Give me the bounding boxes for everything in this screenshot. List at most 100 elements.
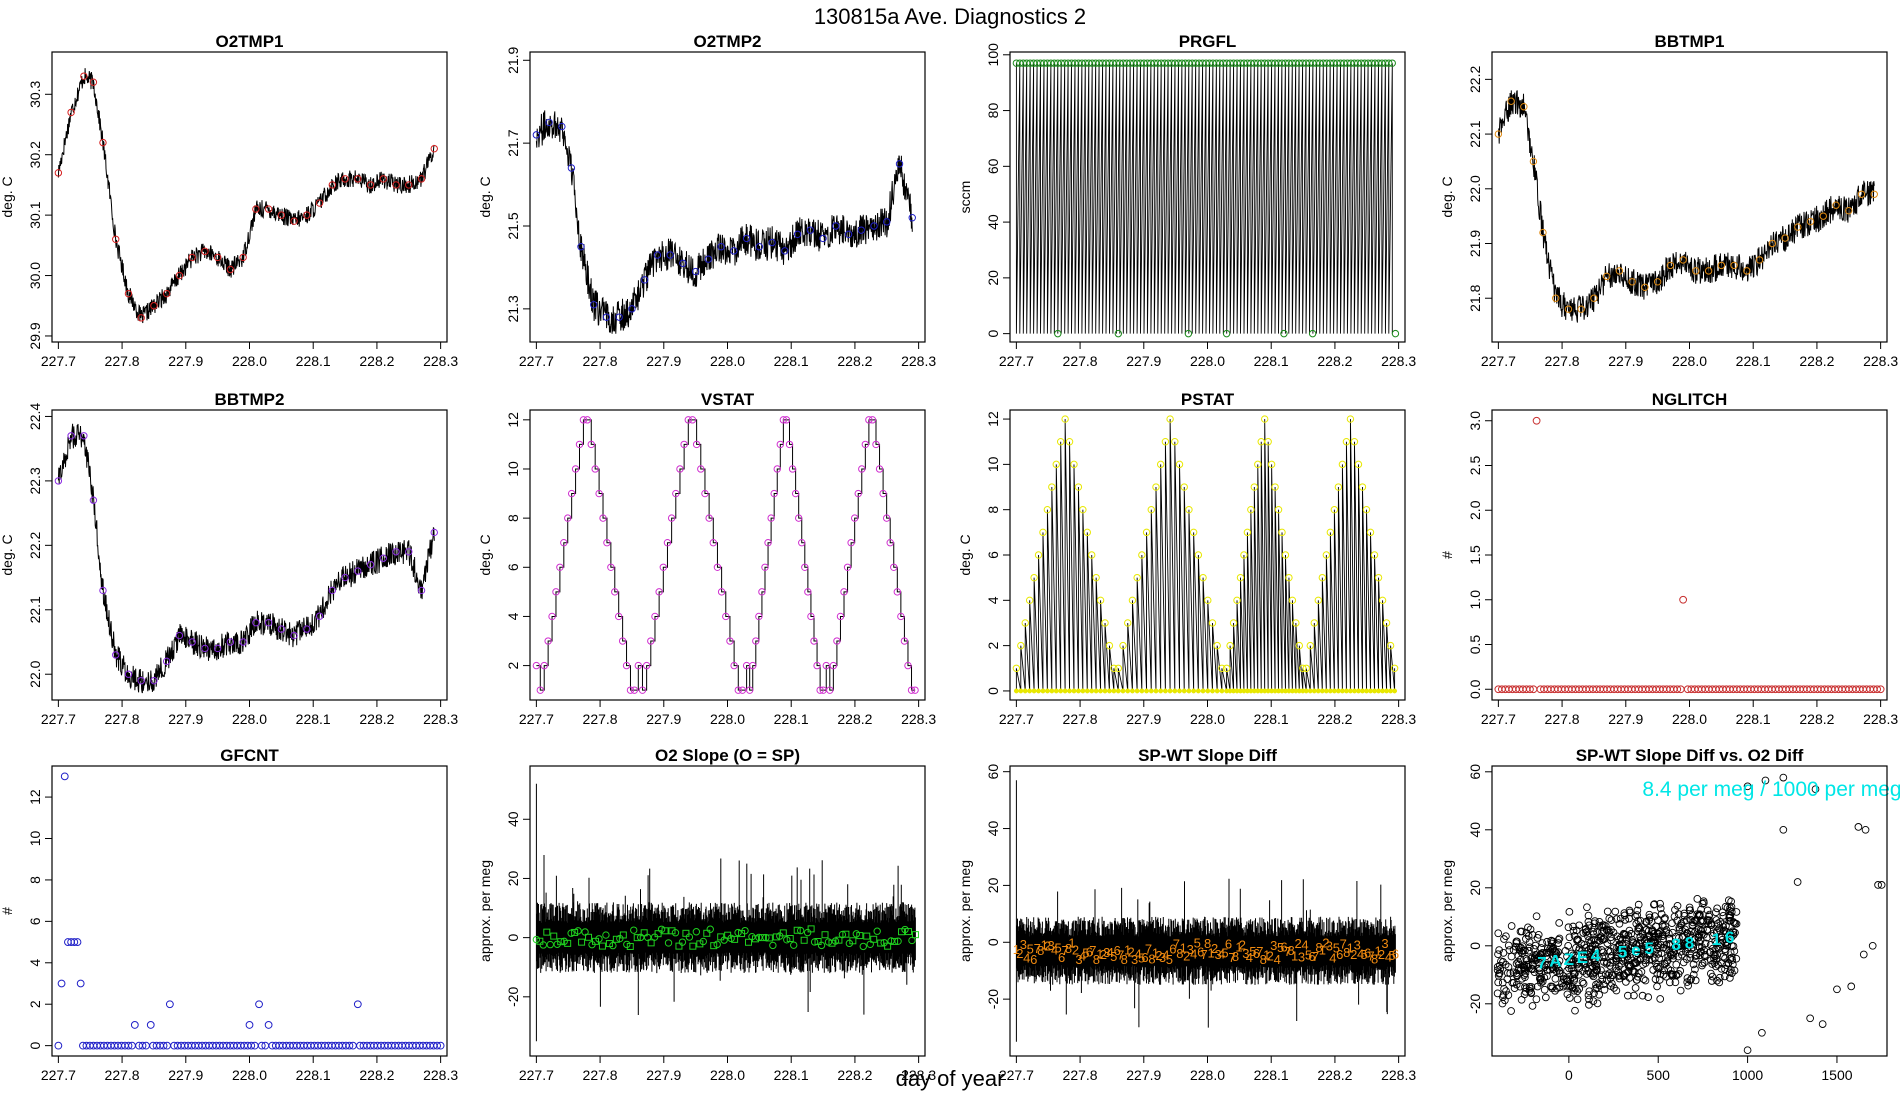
data-point	[1533, 934, 1542, 942]
data-point	[1532, 416, 1541, 425]
data-point	[57, 979, 66, 988]
data-point	[1510, 984, 1519, 992]
data-point	[661, 927, 669, 935]
plot-frame	[1009, 51, 1406, 343]
data-point	[1514, 958, 1523, 966]
data-point	[1659, 934, 1668, 943]
data-point	[1285, 573, 1293, 582]
data-point	[1691, 955, 1700, 963]
data-point	[571, 465, 580, 473]
x-tick-label: 227.8	[583, 1067, 618, 1083]
data-point	[1641, 976, 1650, 985]
data-point	[1715, 944, 1723, 953]
y-tick-label: 22.1	[1467, 120, 1483, 147]
data-point	[1021, 619, 1029, 627]
data-point: 8	[1204, 936, 1211, 951]
data-trace	[57, 423, 435, 694]
data-point	[1502, 987, 1510, 995]
data-point	[785, 440, 794, 449]
data-point: 5	[1388, 948, 1395, 963]
data-point	[379, 175, 387, 183]
data-point	[550, 932, 558, 940]
data-point	[290, 631, 298, 640]
x-tick-label: 228.1	[774, 353, 809, 369]
data-point	[532, 661, 541, 670]
data-point: 2	[1239, 937, 1246, 952]
data-point: 2	[1350, 947, 1357, 962]
data-point	[791, 489, 800, 498]
data-point	[1581, 959, 1590, 968]
data-point	[252, 618, 260, 627]
x-tick-label: 228.2	[359, 353, 394, 369]
y-tick-label: 6	[505, 563, 521, 571]
data-point: 4	[1218, 946, 1225, 961]
data-point	[556, 563, 564, 571]
data-point	[1689, 960, 1698, 969]
data-point	[801, 563, 809, 571]
data-point	[602, 931, 610, 939]
data-point	[1636, 932, 1645, 941]
data-point: 3	[1020, 937, 1027, 952]
data-point	[1499, 958, 1507, 966]
data-point	[1645, 931, 1654, 940]
data-point: 6	[1141, 950, 1148, 965]
data-point	[552, 588, 560, 596]
plot-area	[1012, 59, 1400, 338]
y-tick-label: 1.0	[1467, 590, 1483, 610]
data-point	[1214, 688, 1220, 694]
y-tick-label: 20	[985, 270, 1001, 286]
data-point	[1083, 528, 1091, 537]
data-point	[1125, 688, 1131, 694]
data-point	[765, 934, 773, 942]
x-tick-label: 1000	[1732, 1067, 1763, 1083]
data-point	[165, 1000, 174, 1009]
data-point: 2	[1183, 949, 1190, 964]
y-tick-label: 22.2	[1467, 66, 1483, 93]
data-point	[201, 247, 209, 256]
data-point	[1612, 951, 1621, 960]
data-point	[663, 539, 672, 547]
data-point	[1171, 438, 1179, 446]
data-point	[162, 657, 171, 666]
data-point	[1637, 946, 1646, 954]
data-point	[767, 514, 775, 522]
data-point: 7	[1089, 943, 1096, 958]
data-point	[794, 514, 803, 522]
data-point: 4	[1023, 950, 1030, 965]
data-point	[1634, 900, 1643, 909]
y-tick-label: 100	[985, 43, 1001, 67]
data-point	[1012, 664, 1021, 672]
data-point	[1605, 969, 1614, 978]
data-point	[1674, 952, 1683, 961]
data-point	[713, 940, 721, 949]
data-point	[1218, 664, 1226, 672]
data-point	[1543, 960, 1552, 969]
data-point	[666, 251, 674, 259]
data-point: 3	[1214, 947, 1221, 962]
data-point	[1195, 688, 1201, 694]
data-point	[1537, 950, 1545, 958]
data-point	[328, 586, 337, 595]
data-point	[1512, 937, 1521, 946]
data-point	[622, 661, 631, 670]
data-point	[1633, 911, 1641, 919]
data-point	[781, 247, 789, 255]
data-point	[1602, 925, 1611, 934]
data-point: 5	[1027, 942, 1034, 957]
data-point: 1	[1180, 941, 1187, 956]
data-point	[1599, 948, 1608, 957]
data-point	[897, 612, 905, 621]
data-point	[1074, 483, 1083, 491]
data-point	[1868, 941, 1877, 950]
y-tick-label: -20	[985, 989, 1001, 1009]
data-point	[587, 440, 595, 449]
data-point	[1636, 936, 1645, 945]
x-tick-label: 227.8	[105, 711, 140, 727]
data-point	[1619, 929, 1628, 938]
data-point	[1705, 912, 1713, 921]
data-point	[392, 181, 400, 189]
data-point	[1528, 1002, 1537, 1010]
data-point	[1654, 950, 1663, 958]
data-point	[1043, 505, 1052, 514]
